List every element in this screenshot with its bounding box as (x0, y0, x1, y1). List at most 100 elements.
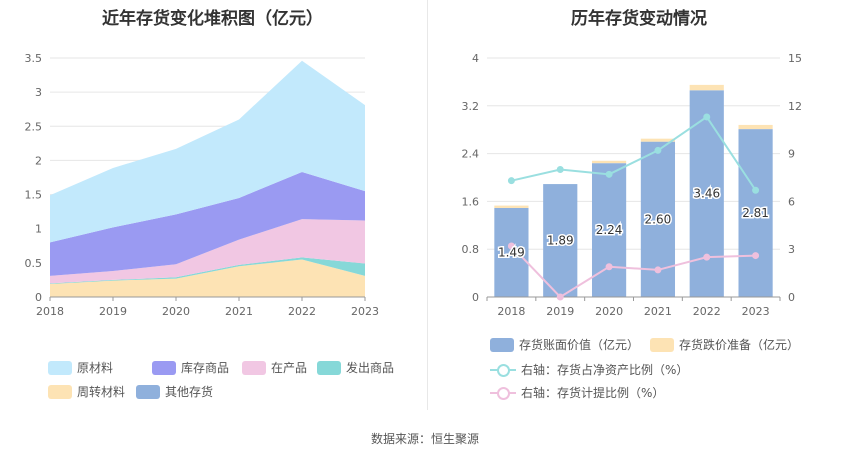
legend-label: 发出商品 (346, 361, 395, 375)
y-tick-label: 1 (35, 223, 42, 236)
bar-value-label: 2.60 (645, 212, 672, 226)
legend-item: 周转材料 (48, 383, 125, 400)
line-point (703, 113, 711, 121)
legend-swatch (48, 385, 72, 399)
line-point (654, 146, 662, 154)
legend-swatch (48, 361, 72, 375)
line-point (752, 252, 760, 260)
legend-item: 存货账面价值（亿元） (490, 336, 639, 353)
line-point (605, 263, 613, 271)
y-tick-label: 0.8 (462, 243, 480, 256)
stacked-area-chart: 0 0.5 1 1.5 2 2.5 3 3.5 2018 2019 2020 2021 2022 2023 (25, 52, 380, 318)
y-tick-label: 0 (472, 291, 479, 304)
line-point (507, 177, 515, 185)
x-tick-label: 2020 (595, 305, 623, 318)
legend-label: 在产品 (271, 361, 308, 375)
legend-item: 在产品 (242, 359, 307, 376)
y2-tick-label: 9 (788, 148, 795, 161)
legend-item: 库存商品 (152, 359, 229, 376)
legend-label: 周转材料 (77, 385, 126, 399)
left-chart-title: 近年存货变化堆积图（亿元） (102, 9, 323, 29)
line-point (507, 242, 515, 250)
bar-impairment (689, 84, 724, 91)
x-tick-label: 2022 (288, 305, 316, 318)
y-tick-label: 0.5 (25, 257, 43, 270)
legend-item: 原材料 (48, 359, 113, 376)
source-note: 数据来源：恒生聚源 (370, 432, 479, 446)
legend-line-swatch (490, 363, 516, 377)
legend-label: 库存商品 (181, 361, 230, 375)
y2-tick-label: 0 (788, 291, 795, 304)
right-chart-panel: 历年存货变动情况 0 0.8 1.6 2.4 3.2 4 0 3 6 9 12 15 2018 2019 2… (428, 0, 850, 410)
legend-swatch (490, 338, 514, 352)
bar-value-label: 1.89 (547, 234, 574, 248)
area-series (50, 219, 365, 284)
left-chart-panel: 近年存货变化堆积图（亿元） 0 0.5 1 1.5 2 2.5 3 3.5 2018 2019 20… (0, 0, 425, 410)
y-tick-label: 2.4 (462, 148, 480, 161)
x-tick-label: 2019 (99, 305, 127, 318)
line-point (752, 186, 760, 194)
legend-label: 其他存货 (165, 385, 214, 399)
x-tick-label: 2020 (162, 305, 190, 318)
y2-tick-label: 15 (788, 52, 802, 65)
x-tick-label: 2021 (225, 305, 253, 318)
bar-value-label: 1.49 (498, 245, 525, 259)
y-tick-label: 1.5 (25, 189, 43, 202)
legend-line-swatch (490, 386, 516, 400)
legend-label: 右轴：存货占净资产比例（%） (521, 363, 689, 377)
bar-impairment (640, 138, 676, 142)
bar-impairment (738, 124, 773, 130)
y-tick-label: 1.6 (462, 195, 480, 208)
x-tick-label: 2021 (644, 305, 672, 318)
line-point (654, 266, 662, 274)
bar-book-value (738, 129, 773, 297)
bar-book-value (494, 207, 529, 297)
legend-swatch (317, 361, 341, 375)
bar-impairment (591, 160, 627, 164)
bar-value-label: 2.24 (596, 223, 623, 237)
panel-divider (427, 0, 428, 410)
legend-item: 右轴：存货占净资产比例（%） (490, 361, 688, 378)
x-tick-label: 2023 (742, 305, 770, 318)
y-tick-label: 3.5 (25, 52, 43, 65)
legend-item: 右轴：存货计提比例（%） (490, 384, 664, 401)
y-tick-label: 3 (35, 86, 42, 99)
y2-tick-label: 3 (788, 243, 795, 256)
line-point (605, 170, 613, 178)
x-tick-label: 2023 (351, 305, 379, 318)
legend-label: 原材料 (77, 361, 114, 375)
line-point (556, 166, 564, 174)
line-series (511, 115, 757, 191)
legend-item: 其他存货 (136, 383, 213, 400)
bar-value-label: 3.46 (693, 187, 720, 201)
y-tick-label: 3.2 (462, 100, 480, 113)
y2-tick-label: 6 (788, 195, 795, 208)
y-tick-label: 0 (35, 291, 42, 304)
x-tick-label: 2018 (36, 305, 64, 318)
legend-swatch (152, 361, 176, 375)
bar-line-chart: 0 0.8 1.6 2.4 3.2 4 0 3 6 9 12 15 2018 2019 2020 2021 20… (462, 52, 803, 318)
area-series (50, 259, 365, 297)
x-tick-label: 2022 (693, 305, 721, 318)
legend-label: 右轴：存货计提比例（%） (521, 386, 665, 400)
line-point (556, 293, 564, 301)
legend-label: 存货跌价准备（亿元） (679, 338, 800, 352)
x-tick-label: 2019 (546, 305, 574, 318)
line-point (703, 253, 711, 261)
legend-swatch (242, 361, 266, 375)
line-series (510, 245, 756, 299)
right-chart-title: 历年存货变动情况 (571, 9, 707, 29)
bar-book-value (543, 184, 578, 297)
x-tick-label: 2018 (497, 305, 525, 318)
legend-item: 存货跌价准备（亿元） (650, 336, 799, 353)
area-series (50, 172, 365, 276)
legend-item: 发出商品 (317, 359, 394, 376)
legend-swatch (136, 385, 160, 399)
y-tick-label: 2 (35, 154, 42, 167)
bar-value-label: 2.81 (742, 206, 769, 220)
legend-swatch (650, 338, 674, 352)
y2-tick-label: 12 (788, 100, 802, 113)
area-series (50, 60, 365, 243)
y-tick-label: 2.5 (25, 120, 43, 133)
y-tick-label: 4 (472, 52, 479, 65)
